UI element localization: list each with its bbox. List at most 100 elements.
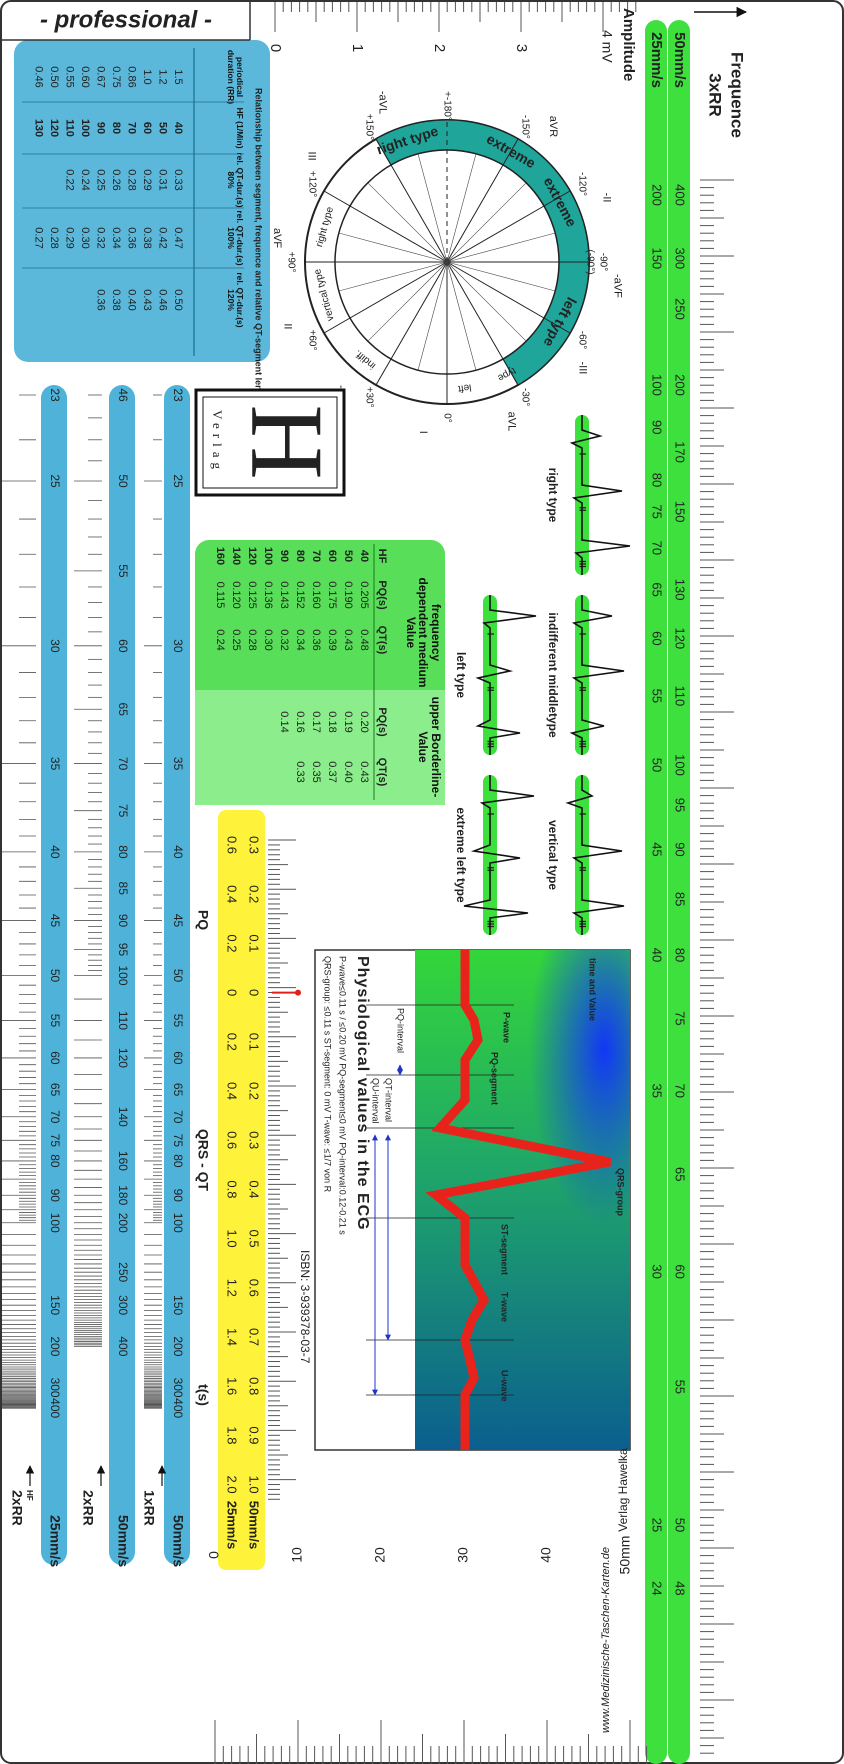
qt-column-header-box: rel. QT-dur.(s) 100% [226, 210, 244, 265]
frequency-label: 150 [673, 501, 688, 523]
mm-label: 0 [206, 1551, 222, 1559]
value-cell: 0.34 [294, 629, 306, 650]
frequency-label: 70 [650, 541, 665, 555]
qt-cell: 130 [33, 119, 45, 137]
rr-label: 90 [171, 1189, 185, 1203]
value-cell: 0.120 [230, 581, 242, 609]
qt-cell: 0.42 [157, 227, 169, 248]
value-cell: 0.43 [358, 761, 370, 782]
frequency-label: 250 [673, 298, 688, 320]
qt-cell: 0.50 [48, 66, 60, 87]
rr-label: 80 [116, 845, 130, 859]
qt-column-header-box: HF (1/Min) [235, 107, 244, 148]
rr-label: 250 [116, 1262, 130, 1282]
axis-line [375, 138, 448, 263]
qt-cell: 0.60 [79, 66, 91, 87]
frequency-label: 30 [650, 1264, 665, 1278]
logo-frame [194, 388, 346, 497]
axis-line [338, 232, 448, 263]
rr-label: 80 [48, 1154, 62, 1168]
axis-lead: -aVF [611, 274, 623, 298]
axis-line [446, 232, 556, 263]
qt-column-header: rel. QT-dur.(s) 80% [226, 152, 244, 208]
pq-caption: PQ [195, 910, 211, 930]
ecg-complex [569, 595, 625, 755]
rr-label: 120 [116, 1048, 130, 1068]
pq-label: 0.4 [225, 885, 240, 903]
logo-name: Verlag [210, 410, 225, 474]
mm-label: 50mm [617, 1536, 633, 1575]
value-cell: 120 [246, 547, 258, 565]
rr-bar [41, 385, 67, 1565]
axis-line [446, 261, 519, 386]
rr-label: 95 [116, 943, 130, 957]
qt-column-header-box: rel. QT-dur.(s) 80% [226, 152, 244, 208]
pq-label: 0.2 [225, 1033, 240, 1051]
axis-line [323, 261, 448, 334]
rr-label: 200 [116, 1213, 130, 1233]
axis-line [446, 261, 556, 292]
interval-label: PQ-interval [396, 1008, 406, 1053]
ecg-complex [569, 415, 631, 575]
frequency-label: 50 [673, 1518, 688, 1532]
qt-cell: 0.75 [110, 66, 122, 87]
qt-column-header-box: rel. QT-dur.(s) 120% [226, 272, 244, 328]
rr-label: 300 [171, 1378, 185, 1398]
rr-label: 200 [171, 1336, 185, 1356]
rr-label: 60 [171, 1051, 185, 1065]
qt-column-header: rel. QT-dur.(s) 120% [226, 272, 244, 328]
amplitude-unit: 4 mV [599, 30, 615, 63]
value-table-title-box: upper Borderline-Value [416, 697, 442, 798]
value-cell: 0.175 [326, 581, 338, 609]
rr-name: 2xRR [9, 1490, 25, 1526]
qt-cell: 0.29 [141, 169, 153, 190]
frequency-label: 55 [673, 1380, 688, 1394]
frequency-label: 45 [650, 842, 665, 856]
frequency-bar [668, 20, 690, 1764]
qt-cell: 0.27 [33, 227, 45, 248]
qt-cell: 90 [95, 122, 107, 134]
qt-column-header-box: periodical duration (RR) [226, 50, 244, 104]
wave-label: PQ-segment [490, 1052, 500, 1105]
rr-label: 180 [116, 1185, 130, 1205]
rr-label: 60 [48, 1051, 62, 1065]
pq-label: 0.4 [225, 1082, 240, 1100]
pq-label: 0.6 [225, 1131, 240, 1149]
rr-bar [109, 385, 135, 1565]
value-cell: 0.40 [342, 761, 354, 782]
rr-name: 1xRR [141, 1490, 157, 1526]
pq-label: 0.1 [247, 1033, 262, 1051]
rr-label: 75 [171, 1134, 185, 1148]
value-cell: 80 [294, 550, 306, 562]
axis-line [367, 261, 448, 342]
value-column-header: QT(s) [376, 758, 388, 787]
frequency-label: 55 [650, 689, 665, 703]
qt-cell: 0.31 [157, 169, 169, 190]
rr-label: 46 [116, 388, 130, 402]
axis-lead: III [306, 152, 318, 161]
logo-frame-inner [202, 396, 338, 489]
frequency-label: 300 [673, 247, 688, 269]
pq-label: 0.2 [247, 1082, 262, 1100]
rr-label: 70 [116, 757, 130, 771]
rr-label: 80 [171, 1154, 185, 1168]
type-label: right type [546, 468, 560, 523]
axis-lead: I [417, 431, 429, 434]
qt-cell: 0.28 [48, 227, 60, 248]
qt-cell: 0.28 [126, 169, 138, 190]
rr-label: 100 [48, 1213, 62, 1233]
rr-label: 55 [171, 1014, 185, 1028]
pq-label: 1.0 [247, 1476, 262, 1494]
rr-speed: 25mm/s [47, 1515, 63, 1567]
axis-degree: -60° [576, 331, 587, 349]
rr-label: 50 [171, 969, 185, 983]
axis-line [446, 182, 527, 263]
axis-lead: -II [601, 193, 613, 203]
frequency-label: 65 [673, 1167, 688, 1181]
axis-degree: +90° [285, 252, 296, 273]
frequency-label: 65 [650, 582, 665, 596]
axis-lead: -aVL [377, 91, 389, 114]
qt-cell: 0.55 [64, 66, 76, 87]
frequency-label: 170 [673, 441, 688, 463]
axis-lead: -III [577, 361, 589, 374]
